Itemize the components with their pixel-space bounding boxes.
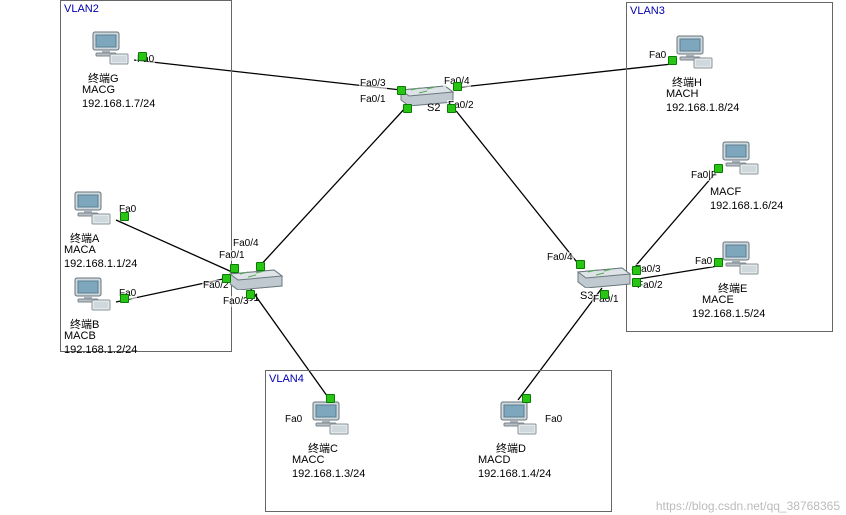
host-ip-G: 192.168.1.7/24: [82, 98, 155, 110]
link-led: [256, 262, 265, 271]
host-ip-D: 192.168.1.4/24: [478, 468, 551, 480]
host-ip-H: 192.168.1.8/24: [666, 102, 739, 114]
host-D[interactable]: [498, 400, 538, 436]
host-mac-A: MACA: [64, 244, 96, 256]
link: [449, 102, 580, 266]
link-led: [120, 212, 129, 221]
link-led: [246, 290, 255, 299]
host-mac-B: MACB: [64, 330, 96, 342]
link-led: [120, 294, 129, 303]
link-led: [600, 290, 609, 299]
link-led: [576, 260, 585, 269]
host-E[interactable]: [720, 240, 760, 276]
link-led: [522, 394, 531, 403]
switch-label-S2: S2: [427, 102, 440, 114]
host-ip-C: 192.168.1.3/24: [292, 468, 365, 480]
link: [258, 106, 407, 268]
link-led: [453, 82, 462, 91]
host-ip-E: 192.168.1.5/24: [692, 308, 765, 320]
switch-port-S1-Fa0-4: Fa0/4: [232, 238, 260, 249]
host-mac-E: MACE: [702, 294, 734, 306]
host-mac-C: MACC: [292, 454, 324, 466]
host-mac-F: MACF: [710, 186, 741, 198]
vlan-label-vlan4: VLAN4: [269, 373, 304, 385]
link-led: [403, 104, 412, 113]
host-ip-A: 192.168.1.1/24: [64, 258, 137, 270]
host-port-E: Fa0: [694, 256, 713, 267]
link-led: [397, 86, 406, 95]
link-led: [230, 264, 239, 273]
vlan-label-vlan3: VLAN3: [630, 5, 665, 17]
link-led: [222, 274, 231, 283]
host-ip-B: 192.168.1.2/24: [64, 344, 137, 356]
host-port-D: Fa0: [544, 414, 563, 425]
link-led: [326, 394, 335, 403]
link-led: [668, 56, 677, 65]
watermark: https://blog.csdn.net/qq_38768365: [656, 499, 840, 513]
host-G[interactable]: [90, 30, 130, 66]
switch-port-S1-Fa0-1: Fa0/1: [218, 250, 246, 261]
switch-S3[interactable]: [574, 266, 632, 288]
link-led: [632, 266, 641, 275]
host-mac-G: MACG: [82, 84, 115, 96]
switch-port-S3-Fa0-4: Fa0/4: [546, 252, 574, 263]
host-ip-F: 192.168.1.6/24: [710, 200, 783, 212]
link-led: [714, 164, 723, 173]
host-A[interactable]: [72, 190, 112, 226]
switch-port-S2-Fa0-1: Fa0/1: [359, 94, 387, 105]
link-led: [447, 104, 456, 113]
link-led: [714, 258, 723, 267]
host-F[interactable]: [720, 140, 760, 176]
host-mac-H: MACH: [666, 88, 698, 100]
host-port-H: Fa0: [648, 50, 667, 61]
vlan-label-vlan2: VLAN2: [64, 3, 99, 15]
host-C[interactable]: [310, 400, 350, 436]
host-mac-D: MACD: [478, 454, 510, 466]
host-port-C: Fa0: [284, 414, 303, 425]
link-led: [632, 278, 641, 287]
link-led: [138, 52, 147, 61]
host-H[interactable]: [674, 34, 714, 70]
switch-port-S2-Fa0-3: Fa0/3: [359, 78, 387, 89]
host-B[interactable]: [72, 276, 112, 312]
